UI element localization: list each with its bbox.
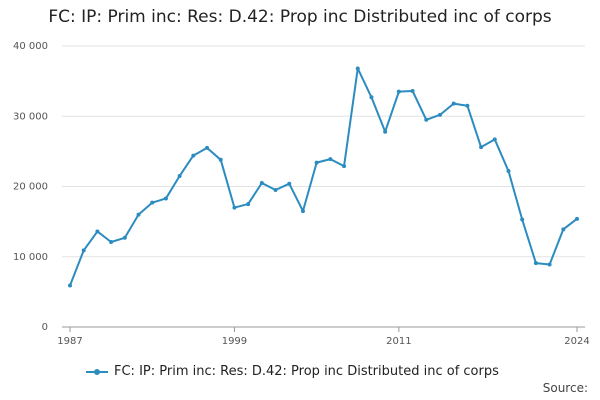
data-point (122, 235, 127, 240)
chart-title: FC: IP: Prim inc: Res: D.42: Prop inc Di… (48, 7, 552, 27)
data-point (520, 217, 525, 222)
y-tick-label: 0 (42, 322, 48, 333)
x-tick-label: 2011 (386, 336, 411, 347)
data-point (109, 239, 114, 244)
y-tick-label: 30 000 (13, 111, 48, 122)
x-tick-label: 2024 (564, 336, 589, 347)
data-point (533, 261, 538, 266)
data-point (575, 216, 579, 221)
data-point (328, 157, 333, 162)
data-point (437, 112, 442, 117)
data-point (136, 212, 141, 217)
data-point (259, 180, 264, 185)
data-point (396, 89, 401, 94)
data-point (506, 169, 511, 174)
data-point (163, 196, 168, 201)
legend-swatch (86, 367, 108, 377)
data-point (342, 164, 347, 169)
data-point (150, 200, 155, 205)
data-point (177, 173, 182, 178)
data-point (369, 95, 374, 100)
x-tick-label: 1987 (57, 336, 82, 347)
data-point (451, 101, 456, 106)
data-point (410, 88, 415, 93)
legend[interactable]: FC: IP: Prim inc: Res: D.42: Prop inc Di… (86, 364, 499, 379)
grid-layer (62, 45, 585, 258)
data-point (95, 229, 100, 234)
y-tick-label: 40 000 (13, 41, 48, 52)
data-point (273, 188, 278, 193)
data-point (314, 160, 319, 165)
data-point (191, 153, 196, 158)
source-label: Source: (542, 381, 588, 395)
series-layer (68, 66, 579, 288)
data-point (218, 157, 223, 162)
axis-layer: 0 10 000 20 000 30 000 40 000 1987 1999 2011 202… (13, 41, 590, 347)
data-point (479, 145, 484, 150)
data-point (355, 66, 360, 71)
data-point (383, 129, 388, 134)
data-point (547, 262, 552, 267)
series-line (69, 67, 578, 286)
data-point (81, 248, 86, 253)
legend-label: FC: IP: Prim inc: Res: D.42: Prop inc Di… (114, 364, 499, 379)
data-point (424, 117, 429, 122)
data-point (300, 209, 305, 214)
x-tick-label: 1999 (222, 336, 247, 347)
data-point (287, 181, 292, 186)
data-point (561, 227, 566, 232)
data-point (492, 137, 497, 142)
y-tick-label: 10 000 (13, 252, 48, 263)
data-point (246, 202, 251, 207)
data-point (205, 145, 210, 150)
data-point (68, 283, 72, 288)
data-point (232, 205, 237, 210)
y-tick-label: 20 000 (13, 182, 48, 193)
data-point (465, 103, 470, 108)
